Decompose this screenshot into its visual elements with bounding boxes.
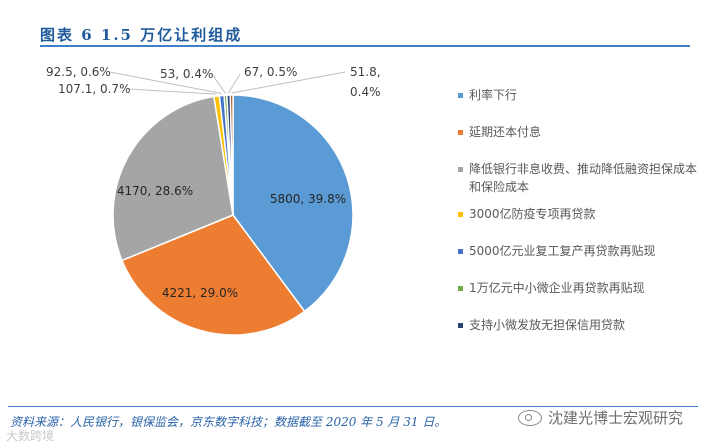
leader-line: [127, 88, 217, 95]
pie-slice: [232, 94, 354, 313]
data-label: 67, 0.5%: [244, 65, 297, 79]
pie-slice: [120, 214, 306, 336]
legend-swatch: [458, 167, 463, 172]
data-label: 92.5, 0.6%: [46, 65, 111, 79]
legend-swatch: [458, 93, 463, 98]
source-note: 资料来源：人民银行，银保监会，京东数字科技；数据截至 2020 年 5 月 31…: [10, 415, 447, 429]
legend-label: 5000亿元业复工复产再贷款再贴现: [469, 244, 656, 258]
chart-title: 图表 6 1.5 万亿让利组成: [40, 26, 243, 44]
footer-rule: [8, 406, 698, 407]
watermark-text: 沈建光博士宏观研究: [548, 409, 684, 427]
legend-swatch: [458, 286, 463, 291]
legend-label: 支持小微发放无担保信用贷款: [469, 318, 626, 332]
legend-item: 降低银行非息收费、推动降低融资担保成本和保险成本: [458, 160, 698, 205]
pie-slice: [112, 95, 234, 262]
data-label: 5800, 39.8%: [270, 192, 346, 206]
legend: 利率下行 延期还本付息 降低银行非息收费、推动降低融资担保成本和保险成本 300…: [458, 86, 698, 353]
legend-swatch: [458, 249, 463, 254]
legend-swatch: [458, 212, 463, 217]
title-rule: [40, 45, 690, 47]
legend-label: 1万亿元中小微企业再贷款再贴现: [469, 281, 645, 295]
legend-item: 利率下行: [458, 86, 698, 123]
data-label: 107.1, 0.7%: [58, 82, 130, 96]
watermark-left: 大数跨境: [6, 429, 55, 443]
legend-label: 利率下行: [469, 88, 518, 102]
legend-label: 3000亿防疫专项再贷款: [469, 207, 596, 221]
data-label: 51.8,: [350, 65, 381, 79]
legend-item: 支持小微发放无担保信用贷款: [458, 316, 698, 353]
legend-item: 5000亿元业复工复产再贷款再贴现: [458, 242, 698, 279]
legend-swatch: [458, 130, 463, 135]
legend-label: 延期还本付息: [469, 125, 542, 139]
leader-line: [228, 73, 241, 94]
legend-item: 3000亿防疫专项再贷款: [458, 205, 698, 242]
pie-slice: [229, 94, 234, 216]
legend-item: 1万亿元中小微企业再贷款再贴现: [458, 279, 698, 316]
data-label: 53, 0.4%: [160, 67, 213, 81]
legend-item: 延期还本付息: [458, 123, 698, 160]
wechat-icon: [518, 409, 542, 426]
legend-label: 降低银行非息收费、推动降低融资担保成本和保险成本: [469, 162, 698, 194]
data-label: 4221, 29.0%: [162, 286, 238, 300]
leader-line: [231, 71, 346, 94]
watermark-right: 沈建光博士宏观研究: [518, 407, 683, 428]
leader-line: [109, 71, 222, 95]
data-label: 4170, 28.6%: [117, 184, 193, 198]
legend-swatch: [458, 323, 463, 328]
leader-line: [211, 73, 226, 94]
data-label: 0.4%: [350, 85, 381, 99]
